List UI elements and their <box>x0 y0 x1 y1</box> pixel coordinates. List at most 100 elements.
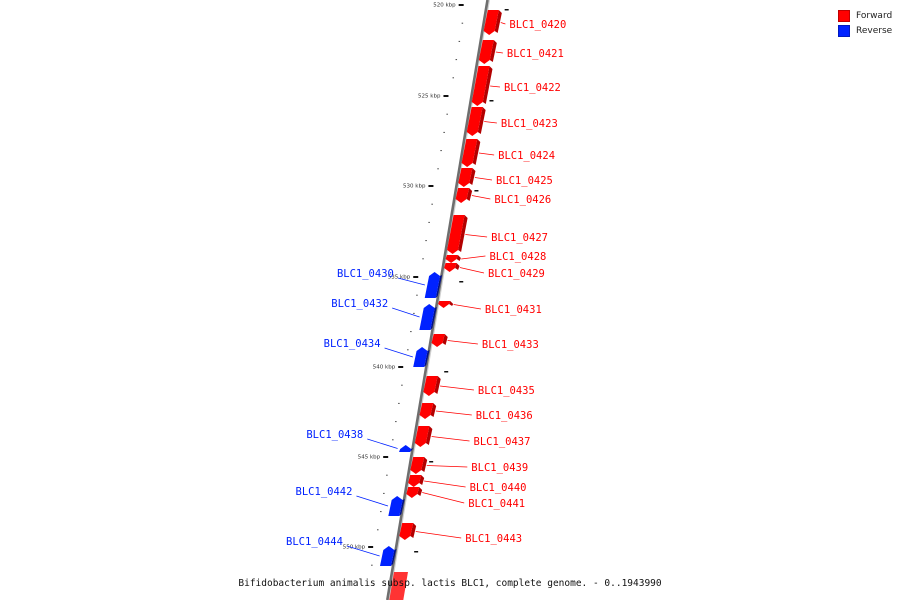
gene-label[interactable]: BLC1_0438 <box>306 429 363 441</box>
minor-tick <box>407 349 409 351</box>
gene-leader-line <box>424 480 466 488</box>
backbone-line <box>386 0 489 600</box>
gene-arrow[interactable] <box>458 168 473 187</box>
gene-leader-line <box>474 177 493 181</box>
gene-label[interactable]: BLC1_0428 <box>489 251 546 263</box>
gene-arrow[interactable] <box>455 188 470 203</box>
gene-label[interactable]: BLC1_0421 <box>507 48 564 60</box>
genome-caption: Bifidobacterium animalis subsp. lactis B… <box>238 578 662 589</box>
minor-tick <box>410 331 412 333</box>
gene-arrow[interactable] <box>447 215 465 254</box>
gene-label[interactable]: BLC1_0435 <box>478 385 535 397</box>
gene-arrow[interactable] <box>423 376 438 396</box>
major-tick <box>398 366 404 368</box>
gene-label[interactable]: BLC1_0440 <box>470 482 527 494</box>
gene-arrow[interactable] <box>466 107 483 136</box>
gene-arrow[interactable] <box>445 255 458 263</box>
minor-tick <box>429 461 434 463</box>
gene-arrow[interactable] <box>461 139 478 167</box>
gene-arrow-shade <box>421 457 428 472</box>
minor-tick <box>431 203 433 205</box>
gene-leader-line <box>490 85 501 88</box>
gene-arrow[interactable] <box>483 10 499 35</box>
gene-arrow-shade <box>435 275 443 298</box>
major-tick <box>383 456 389 458</box>
gene-arrow[interactable] <box>419 403 434 419</box>
gene-arrow[interactable] <box>399 445 412 452</box>
gene-arrow-shade <box>456 255 461 261</box>
gene-arrow[interactable] <box>406 487 420 498</box>
gene-arrow[interactable] <box>379 546 395 566</box>
gene-arrow-shade <box>430 307 437 330</box>
gene-label[interactable]: BLC1_0436 <box>476 410 533 422</box>
gene-leader-line <box>426 465 468 468</box>
minor-tick <box>416 294 418 296</box>
minor-tick <box>413 312 415 314</box>
gene-label[interactable]: BLC1_0432 <box>331 298 388 310</box>
gene-arrow[interactable] <box>431 334 445 347</box>
gene-label[interactable]: BLC1_0443 <box>465 533 522 545</box>
gene-label[interactable]: BLC1_0427 <box>491 232 548 244</box>
reverse-swatch <box>838 24 850 37</box>
minor-tick <box>443 131 445 133</box>
gene-label[interactable]: BLC1_0437 <box>474 436 531 448</box>
gene-track <box>379 10 502 600</box>
minor-tick <box>395 421 397 423</box>
major-tick <box>428 185 434 187</box>
gene-arrow-shade <box>489 40 497 62</box>
minor-tick <box>380 511 382 513</box>
gene-arrow-shade <box>469 168 476 185</box>
gene-arrow[interactable] <box>413 347 428 367</box>
gene-label[interactable]: BLC1_0422 <box>504 82 561 94</box>
gene-arrow[interactable] <box>419 304 435 330</box>
tick-label: 550 kbp <box>343 545 366 551</box>
gene-arrow[interactable] <box>424 272 441 298</box>
gene-arrow-shade <box>477 107 486 134</box>
gene-leader-line <box>415 531 462 539</box>
gene-leader-line <box>367 438 398 449</box>
minor-tick <box>461 22 464 24</box>
gene-arrow-shade <box>455 263 460 270</box>
gene-arrow-shade <box>425 426 433 445</box>
gene-arrow-shade <box>430 403 437 417</box>
gene-leader-line <box>422 492 465 504</box>
gene-leader-line <box>471 195 491 200</box>
gene-label[interactable]: BLC1_0439 <box>471 462 528 474</box>
gene-label[interactable]: BLC1_0420 <box>509 19 566 31</box>
minor-tick <box>474 190 479 192</box>
gene-label[interactable]: BLC1_0434 <box>324 338 381 350</box>
gene-label[interactable]: BLC1_0433 <box>482 339 539 351</box>
gene-label[interactable]: BLC1_0430 <box>337 268 394 280</box>
gene-arrow[interactable] <box>388 496 403 516</box>
gene-leader-line <box>495 51 503 54</box>
gene-label[interactable]: BLC1_0442 <box>296 486 353 498</box>
major-tick <box>458 4 464 6</box>
kbp-scale: 520 kbp 525 kbp 530 kbp 535 kbp 540 kbp 545 k… <box>343 3 509 566</box>
minor-tick <box>425 240 427 242</box>
minor-tick <box>377 529 379 531</box>
gene-label[interactable]: BLC1_0431 <box>485 304 542 316</box>
gene-label[interactable]: BLC1_0426 <box>494 194 551 206</box>
gene-arrow[interactable] <box>478 40 494 64</box>
gene-arrow[interactable] <box>438 301 451 308</box>
gene-label[interactable]: BLC1_0424 <box>498 150 555 162</box>
minor-tick <box>386 474 388 476</box>
major-tick <box>368 546 374 548</box>
gene-arrow[interactable] <box>399 523 414 540</box>
gene-arrow[interactable] <box>414 426 430 447</box>
gene-label[interactable]: BLC1_0423 <box>501 118 558 130</box>
gene-label[interactable]: BLC1_0441 <box>468 498 525 510</box>
gene-arrow-shade <box>417 487 423 496</box>
gene-arrow[interactable] <box>471 66 490 106</box>
gene-arrow[interactable] <box>408 475 422 487</box>
gene-leader-line <box>346 545 380 557</box>
gene-label[interactable]: BLC1_0429 <box>488 268 545 280</box>
gene-arrow[interactable] <box>410 457 425 474</box>
minor-tick <box>414 551 419 553</box>
legend-label-forward: Forward <box>856 10 893 21</box>
gene-arrow[interactable] <box>444 263 457 272</box>
gene-arrow-shade <box>410 448 414 452</box>
gene-label[interactable]: BLC1_0425 <box>496 175 553 187</box>
gene-label[interactable]: BLC1_0444 <box>286 536 343 548</box>
